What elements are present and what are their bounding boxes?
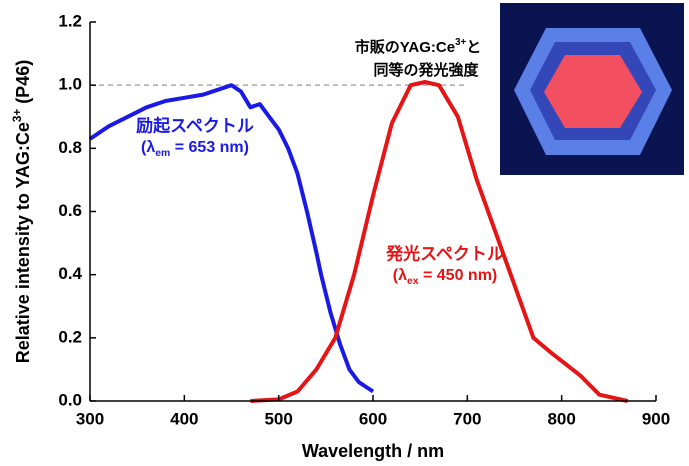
annotation-formula-part: (λ [141, 139, 155, 156]
note-part: 市販のYAG:Ce [355, 38, 455, 56]
annotation-formula-part: ex [407, 276, 419, 287]
x-tick-label: 900 [642, 409, 670, 428]
x-tick-label: 300 [76, 409, 104, 428]
annotation-formula: (λex = 450 nm) [393, 267, 498, 287]
annotation: 発光スペクトル [385, 243, 504, 263]
x-tick-label: 800 [547, 409, 575, 428]
x-axis-label: Wavelength / nm [302, 441, 444, 461]
annotation-formula: (λem = 653 nm) [141, 139, 249, 159]
note-part: と [466, 39, 481, 56]
x-tick-label: 500 [264, 409, 292, 428]
y-axis-label-part: (P46) [13, 60, 33, 109]
y-tick-label: 0.6 [58, 201, 82, 220]
y-tick-label: 1.2 [58, 11, 82, 30]
y-tick-label: 0.0 [58, 390, 82, 409]
annotation: 励起スペクトル [136, 115, 254, 135]
inset-photo [500, 3, 684, 175]
y-axis-label: Relative intensity to YAG:Ce3+ (P46) [11, 60, 33, 363]
annotation-formula-part: = 653 nm) [170, 139, 249, 156]
x-tick-label: 600 [359, 409, 387, 428]
annotation-formula-part: em [155, 148, 170, 159]
x-tick-label: 400 [170, 409, 198, 428]
y-tick-label: 0.8 [58, 138, 82, 157]
y-tick-label: 1.0 [58, 75, 82, 94]
note-part: 3+ [455, 37, 466, 48]
note: 同等の発光強度 [373, 61, 479, 79]
x-tick-label: 700 [453, 409, 481, 428]
chart: 300 400 500 600 700 800 900 0.0 0.2 0.4 0.6 0.8 1.0 1… [0, 0, 689, 466]
y-axis-label-part: 3+ [11, 109, 24, 123]
y-axis-label-part: Relative intensity to YAG:Ce [13, 122, 33, 363]
note: 市販のYAG:Ce3+と [355, 37, 481, 56]
y-tick-label: 0.4 [58, 264, 82, 283]
annotation-formula-part: (λ [393, 267, 407, 284]
y-tick-label: 0.2 [58, 327, 82, 346]
annotation-formula-part: = 450 nm) [419, 267, 498, 284]
